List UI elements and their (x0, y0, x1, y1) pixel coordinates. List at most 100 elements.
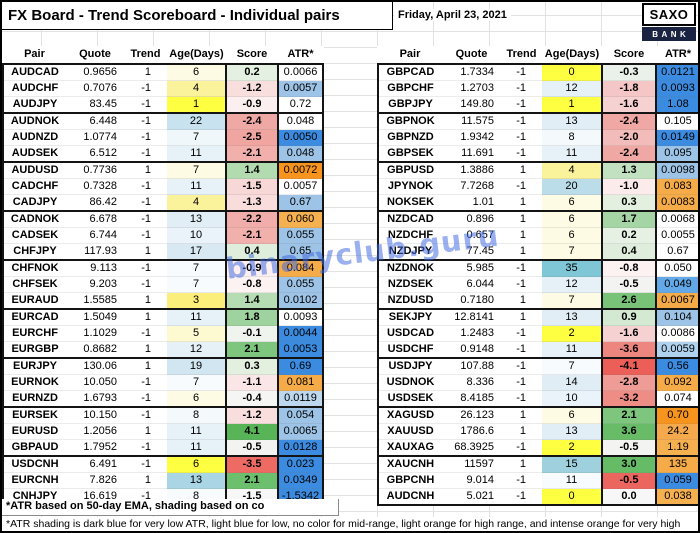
trend-cell: -1 (124, 325, 167, 342)
table-row: CADSEK 6.744 -1 10 -2.1 0.055 (2, 227, 324, 244)
quote-cell: 1.9342 (442, 129, 501, 146)
quote-cell: 6.744 (66, 227, 124, 244)
score-cell: -4.1 (601, 358, 657, 375)
trend-cell: 1 (501, 407, 542, 424)
trend-cell: 1 (124, 472, 167, 489)
score-cell: -0.8 (601, 260, 657, 277)
atr-cell: 0.060 (278, 211, 324, 228)
trend-cell: -1 (124, 211, 167, 228)
quote-cell: 149.80 (442, 96, 501, 114)
trend-cell: -1 (501, 374, 542, 391)
age-cell: 13 (167, 472, 226, 489)
trend-cell: 1 (501, 194, 542, 212)
pair-cell: EURUSD (2, 423, 66, 440)
atr-cell: 0.0059 (656, 341, 700, 359)
age-cell: 11 (167, 439, 226, 457)
age-cell: 6 (542, 227, 602, 244)
pair-cell: AUDSEK (2, 145, 66, 163)
pair-cell: USDNOK (377, 374, 442, 391)
trend-cell: 1 (501, 162, 542, 179)
table-row: NZDCAD 0.896 1 6 1.7 0.0068 (377, 211, 700, 228)
quote-cell: 9.203 (66, 276, 124, 293)
age-cell: 10 (167, 227, 226, 244)
score-cell: -1.6 (601, 96, 657, 114)
pair-cell: GBPCHF (377, 80, 442, 97)
table-row: GBPCAD 1.7334 -1 0 -0.3 0.0121 (377, 64, 700, 81)
trend-cell: 1 (124, 423, 167, 440)
quote-cell: 107.88 (442, 358, 501, 375)
atr-cell: 0.0057 (278, 178, 324, 195)
atr-cell: 0.055 (278, 276, 324, 293)
pair-cell: GBPSEK (377, 145, 442, 163)
age-cell: 13 (542, 113, 602, 130)
atr-cell: 0.56 (656, 358, 700, 375)
age-cell: 7 (167, 129, 226, 146)
score-cell: 0.4 (601, 243, 657, 261)
quote-cell: 6.044 (442, 276, 501, 293)
atr-cell: 0.048 (278, 145, 324, 163)
trend-cell: -1 (501, 358, 542, 375)
atr-cell: 0.054 (278, 407, 324, 424)
pair-cell: NZDSEK (377, 276, 442, 293)
trend-cell: 1 (124, 162, 167, 179)
table-row: CHFJPY 117.93 1 17 0.4 0.65 (2, 243, 324, 261)
score-cell: -0.3 (601, 64, 657, 81)
age-cell: 1 (167, 96, 226, 114)
score-cell: -2.4 (225, 113, 279, 130)
score-cell: -0.1 (225, 325, 279, 342)
age-cell: 14 (542, 374, 602, 391)
score-cell: 1.8 (225, 309, 279, 326)
quote-cell: 117.93 (66, 243, 124, 261)
table-row: GBPCNH 9.014 -1 11 -0.5 0.059 (377, 472, 700, 489)
score-cell: 0.9 (601, 309, 657, 326)
pair-cell: NZDCAD (377, 211, 442, 228)
score-cell: -2.0 (601, 129, 657, 146)
trend-cell: -1 (124, 178, 167, 195)
quote-cell: 6.491 (66, 456, 124, 473)
atr-cell: 0.0086 (656, 325, 700, 342)
pair-cell: EURAUD (2, 292, 66, 310)
quote-cell: 12.8141 (442, 309, 501, 326)
age-cell: 11 (167, 145, 226, 163)
trend-cell: -1 (124, 390, 167, 408)
pair-cell: EURCAD (2, 309, 66, 326)
score-cell: -0.5 (225, 439, 279, 457)
table-row: EURJPY 130.06 1 19 0.3 0.69 (2, 358, 324, 375)
pair-cell: USDJPY (377, 358, 442, 375)
age-cell: 10 (542, 390, 602, 408)
pair-cell: AUDCAD (2, 64, 66, 81)
atr-cell: 0.0044 (278, 325, 324, 342)
atr-cell: 0.074 (656, 390, 700, 408)
pair-cell: AUDUSD (2, 162, 66, 179)
pair-cell: CADNOK (2, 211, 66, 228)
page-title: FX Board - Trend Scoreboard - Individual… (2, 2, 393, 30)
score-cell: -0.4 (225, 390, 279, 408)
table-row: GBPUSD 1.3886 1 4 1.3 0.0098 (377, 162, 700, 179)
score-cell: -0.5 (601, 276, 657, 293)
score-cell: 0.3 (225, 358, 279, 375)
saxo-logo-text: SAXO (642, 3, 696, 26)
age-cell: 6 (167, 456, 226, 473)
table-row: EURCAD 1.5049 1 11 1.8 0.0093 (2, 309, 324, 326)
quote-cell: 1.01 (442, 194, 501, 212)
score-cell: -2.4 (601, 113, 657, 130)
column-header: Quote (66, 46, 124, 65)
quote-cell: 0.7328 (66, 178, 124, 195)
table-row: NZDSEK 6.044 -1 12 -0.5 0.049 (377, 276, 700, 293)
pair-cell: GBPAUD (2, 439, 66, 457)
score-cell: 0.4 (225, 243, 279, 261)
pair-cell: EURNZD (2, 390, 66, 408)
table-row: EURGBP 0.8682 1 12 2.1 0.0053 (2, 341, 324, 359)
table-row: GBPNZD 1.9342 -1 8 -2.0 0.0149 (377, 129, 700, 146)
atr-cell: 1.08 (656, 96, 700, 114)
age-cell: 2 (542, 439, 602, 457)
trend-cell: -1 (124, 113, 167, 130)
trend-cell: -1 (501, 178, 542, 195)
trend-cell: 1 (501, 243, 542, 261)
column-header: Quote (442, 46, 501, 65)
age-cell: 5 (167, 325, 226, 342)
table-row: EURAUD 1.5585 1 3 1.4 0.0102 (2, 292, 324, 310)
quote-cell: 1.2703 (442, 80, 501, 97)
table-row: GBPCHF 1.2703 -1 12 -1.8 0.0093 (377, 80, 700, 97)
score-cell: 0.0 (601, 488, 657, 506)
